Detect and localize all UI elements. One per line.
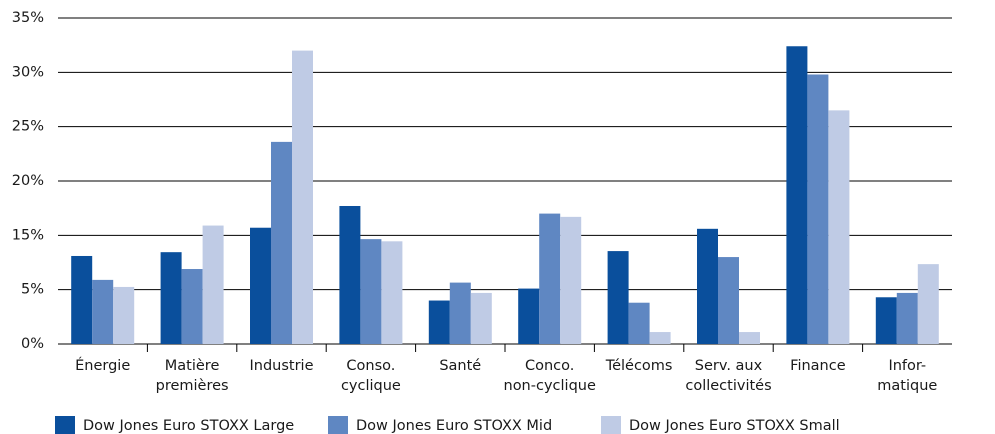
bar xyxy=(896,292,918,344)
x-tick-label: Télécoms xyxy=(605,358,673,374)
bar xyxy=(449,282,471,344)
bar xyxy=(202,225,224,344)
bar xyxy=(786,46,808,345)
bar xyxy=(113,286,135,344)
bar xyxy=(71,255,93,344)
y-tick-label: 35% xyxy=(12,10,44,26)
bar xyxy=(160,252,182,344)
bar xyxy=(518,288,540,344)
x-tick-label: matique xyxy=(877,378,937,394)
x-tick-label: Conso. xyxy=(346,358,395,374)
x-tick-label: Énergie xyxy=(75,357,130,374)
bar xyxy=(339,205,361,344)
x-tick-label: Serv. aux xyxy=(695,358,763,374)
x-tick-label: non-cyclique xyxy=(504,378,596,394)
bar xyxy=(875,297,897,344)
bar xyxy=(628,302,650,344)
legend-swatch xyxy=(55,416,75,434)
x-tick-label: Finance xyxy=(790,358,846,374)
bar xyxy=(428,300,450,344)
bar xyxy=(560,216,582,344)
bar xyxy=(292,50,313,344)
x-tick-label: Matière xyxy=(165,358,220,374)
bar xyxy=(539,213,561,344)
bar xyxy=(807,74,829,345)
bar xyxy=(250,227,271,344)
bar xyxy=(271,141,292,344)
bar xyxy=(718,257,739,344)
legend-label: Dow Jones Euro STOXX Mid xyxy=(356,418,552,434)
bar xyxy=(470,292,492,344)
bar xyxy=(697,228,718,344)
bar xyxy=(607,251,629,344)
x-tick-label: Conco. xyxy=(525,358,574,374)
x-tick-label: collectivités xyxy=(685,378,771,394)
bar xyxy=(917,264,939,344)
legend-label: Dow Jones Euro STOXX Large xyxy=(83,418,294,434)
legend-swatch xyxy=(601,416,621,434)
y-tick-label: 25% xyxy=(12,119,44,135)
bar xyxy=(828,110,850,344)
bar xyxy=(649,332,671,344)
bar xyxy=(381,241,403,344)
legend-swatch xyxy=(328,416,348,434)
x-tick-label: cyclique xyxy=(341,378,401,394)
y-tick-label: 20% xyxy=(12,173,44,189)
y-tick-label: 0% xyxy=(21,336,44,352)
bar xyxy=(181,269,203,344)
bar xyxy=(739,332,760,344)
y-tick-label: 30% xyxy=(12,64,44,80)
legend-label: Dow Jones Euro STOXX Small xyxy=(629,418,840,434)
bar xyxy=(92,279,114,344)
x-tick-label: Santé xyxy=(439,358,481,374)
y-tick-label: 5% xyxy=(21,282,44,298)
bar xyxy=(360,239,382,344)
x-tick-label: Infor- xyxy=(888,358,926,374)
x-tick-label: Industrie xyxy=(249,358,313,374)
y-tick-label: 15% xyxy=(12,227,44,243)
x-tick-label: premières xyxy=(156,378,229,394)
